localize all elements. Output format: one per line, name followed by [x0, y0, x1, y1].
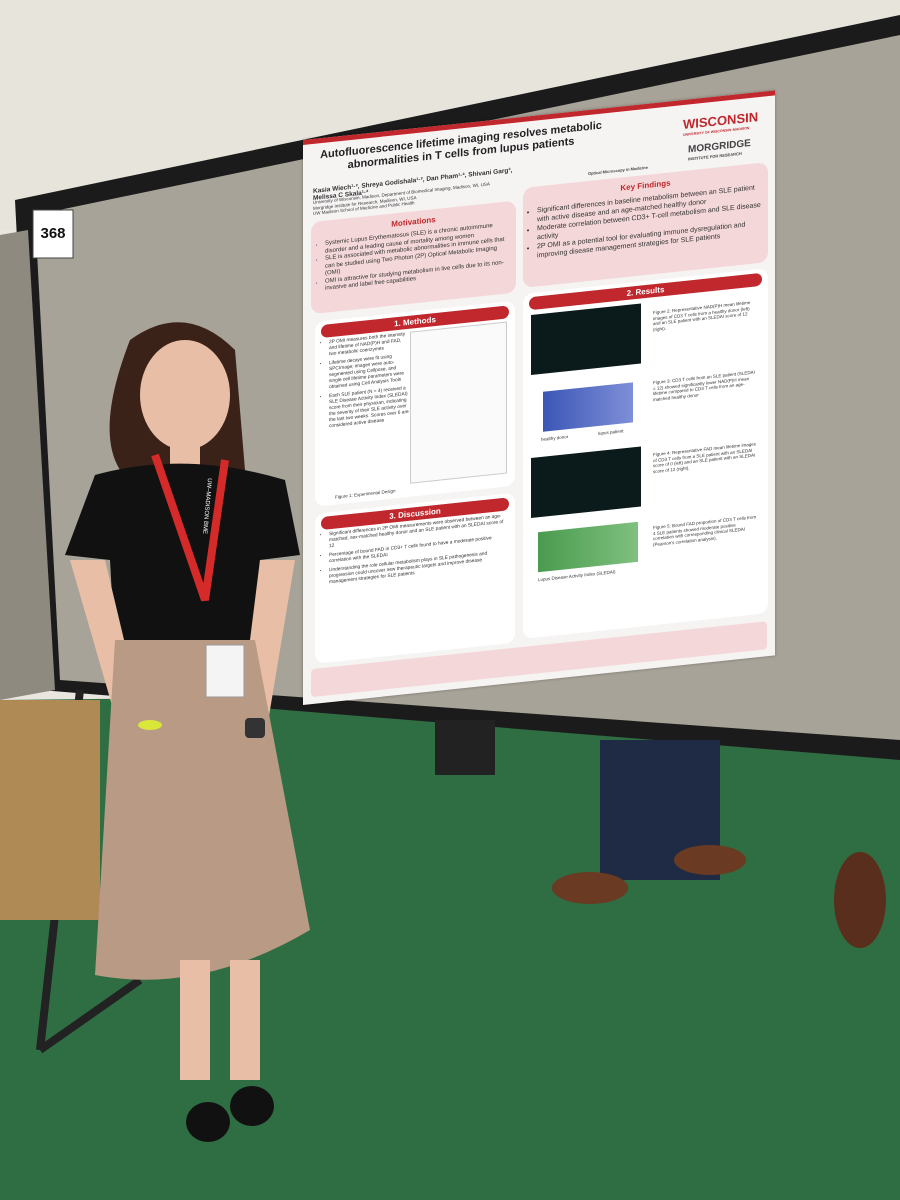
leg — [180, 960, 210, 1080]
person-left-trousers — [0, 700, 100, 920]
board-number: 368 — [40, 225, 65, 242]
name-badge — [205, 644, 245, 698]
visitor-shoe — [552, 872, 628, 904]
lanyard-text: UW–MADISON BME — [201, 478, 212, 534]
visitor-legs — [435, 720, 495, 775]
face — [140, 340, 230, 450]
black-top — [65, 463, 300, 650]
board-number-card — [32, 209, 74, 259]
neck — [170, 440, 200, 465]
shoe — [230, 1086, 274, 1126]
left-board — [0, 230, 55, 700]
lanyard — [151, 453, 229, 602]
watch — [245, 718, 265, 738]
visitor-shoe — [834, 852, 886, 948]
shoe — [186, 1102, 230, 1142]
stand-foot — [37, 976, 143, 1054]
leg — [230, 960, 260, 1080]
visitor-shoe — [674, 845, 746, 875]
wristband — [138, 720, 162, 730]
skirt — [95, 640, 310, 980]
